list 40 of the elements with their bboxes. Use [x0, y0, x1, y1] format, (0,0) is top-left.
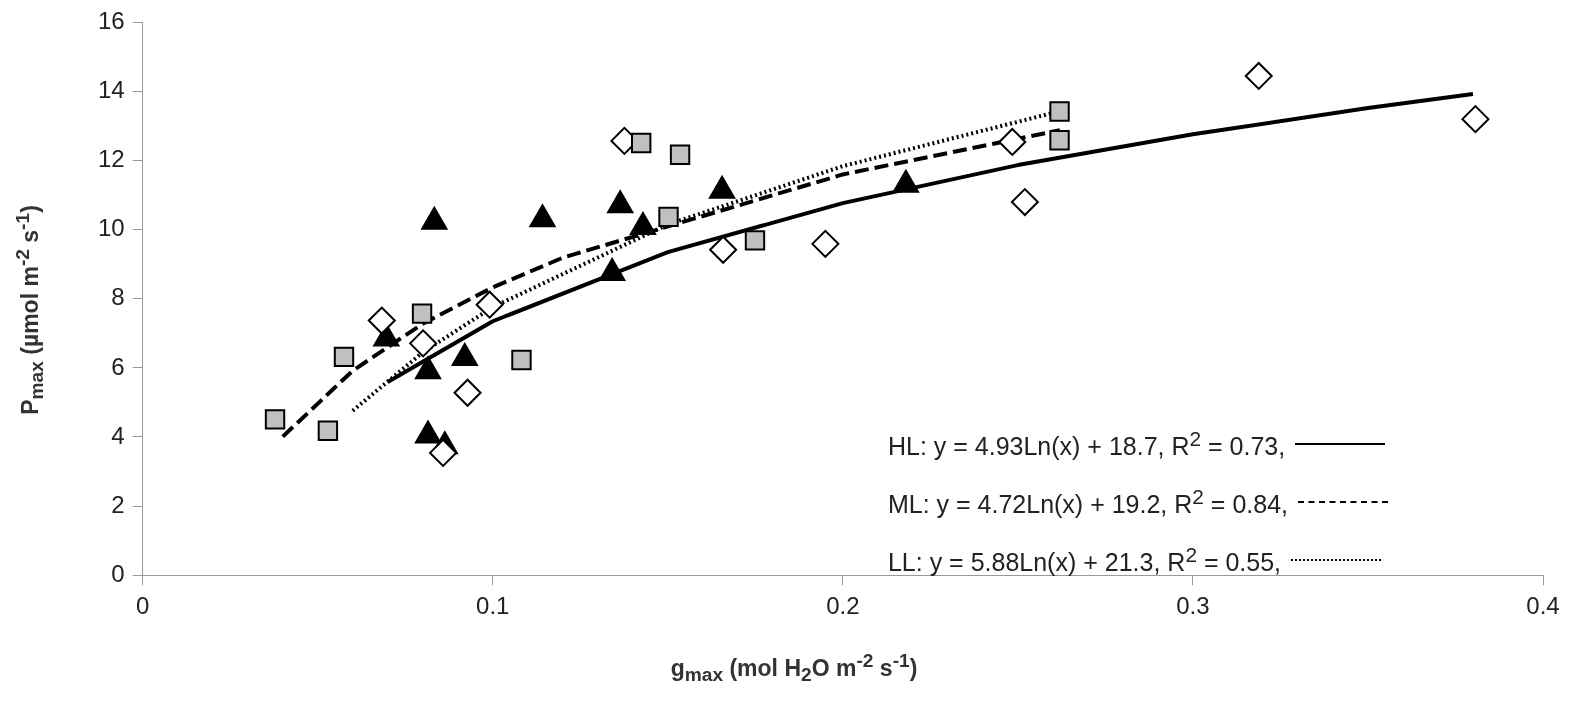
- y-tick-label: 0: [111, 559, 125, 587]
- x-tick-label: 0.4: [1526, 592, 1560, 620]
- y-tick-label: 8: [111, 283, 125, 311]
- legend-label: LL: y = 5.88Ln(x) + 21.3, R$^{2}$ = 0.55,: [887, 542, 1282, 578]
- y-tick-label: 10: [97, 214, 125, 242]
- point: [317, 420, 339, 441]
- point: [429, 438, 458, 467]
- point: [1049, 130, 1070, 151]
- y-tick-label: 16: [97, 7, 125, 35]
- point: [811, 229, 840, 258]
- y-tick-label: 12: [97, 145, 125, 173]
- point: [333, 346, 355, 368]
- point: [367, 306, 396, 335]
- point: [1049, 101, 1070, 122]
- point: [709, 235, 738, 264]
- point: [658, 206, 679, 228]
- point: [409, 329, 438, 358]
- point: [453, 378, 482, 407]
- x-tick-label: 0.3: [1176, 592, 1210, 620]
- legend-label: ML: y = 4.72Ln(x) + 19.2, R$^{2}$ = 0.84,: [887, 484, 1288, 520]
- y-tick-label: 6: [111, 352, 125, 380]
- point: [1010, 188, 1039, 217]
- point: [998, 127, 1027, 156]
- y-tick-label: 2: [111, 490, 125, 518]
- point: [475, 290, 504, 319]
- point: [631, 132, 652, 154]
- y-tick-label: 4: [111, 421, 125, 449]
- point: [264, 409, 286, 430]
- point: [1461, 105, 1490, 134]
- text: g$_{max}$ (mol H$_{2}$O m$^{-2}$ s$^{-1}$): [670, 650, 918, 686]
- point: [1244, 61, 1273, 90]
- point: [669, 144, 691, 165]
- point: [411, 303, 433, 324]
- x-tick-label: 0: [136, 592, 150, 620]
- y-tick-label: 14: [97, 76, 125, 104]
- point: [511, 349, 532, 371]
- legend-label: HL: y = 4.93Ln(x) + 18.7, R$^{2}$ = 0.73,: [887, 426, 1286, 462]
- x-tick-label: 0.1: [476, 592, 510, 620]
- x-tick-label: 0.2: [826, 592, 860, 620]
- point: [744, 230, 766, 251]
